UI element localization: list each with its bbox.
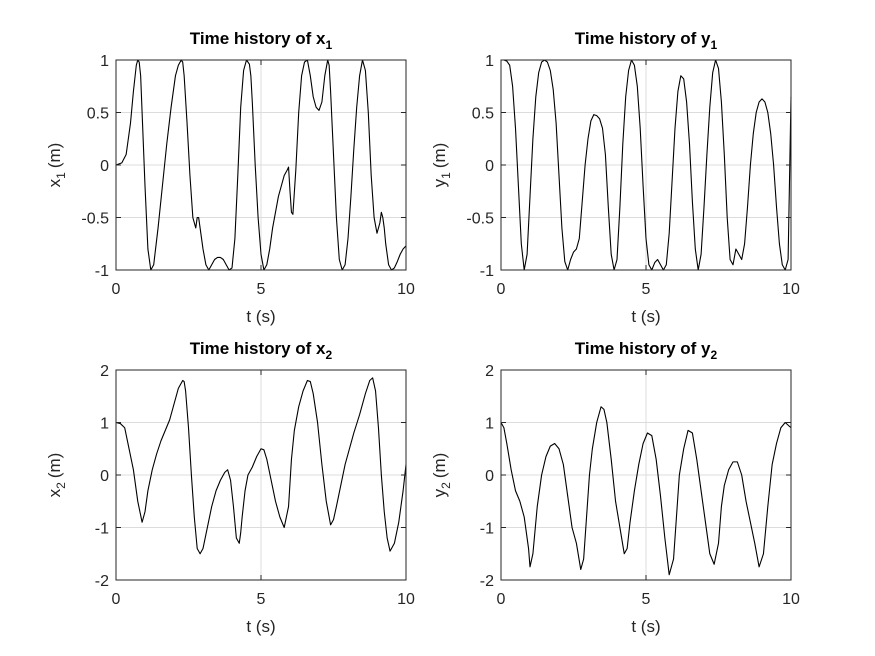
y-axis-label-unit: (m): [45, 453, 64, 478]
y-axis-label-unit: (m): [430, 143, 449, 168]
y-axis-label-var: y: [430, 178, 449, 187]
y-axis-label-subscript: 1: [54, 172, 68, 179]
x-tick-label: 0: [497, 281, 506, 298]
y-axis-label: x2 (m): [45, 453, 68, 498]
y-tick-label: 0: [100, 468, 109, 485]
y-axis-label-subscript: 2: [54, 482, 68, 489]
chart-title-subscript: 2: [711, 348, 718, 362]
y-tick-label: 1: [100, 53, 109, 70]
y-tick-label: -1: [95, 263, 109, 280]
x-tick-label: 10: [397, 281, 415, 298]
x-axis-label: t (s): [246, 617, 275, 636]
series-line: [501, 59, 792, 271]
chart-title: Time history of x1: [190, 29, 333, 52]
series-line: [115, 59, 407, 271]
y-tick-label: -1: [480, 263, 494, 280]
y-tick-label: 1: [485, 416, 494, 433]
y-tick-label: 0: [485, 468, 494, 485]
x-tick-label: 10: [397, 591, 415, 608]
y-tick-label: -1: [480, 521, 494, 538]
y-tick-label: -2: [95, 573, 109, 590]
x-tick-label: 0: [497, 591, 506, 608]
series-line: [500, 406, 792, 576]
x-tick-label: 10: [782, 591, 800, 608]
chart-title-text: Time history of x: [190, 339, 326, 358]
y-tick-label: 2: [100, 363, 109, 380]
y-tick-label: 2: [485, 363, 494, 380]
y-axis-label: x1 (m): [45, 143, 68, 188]
x-tick-label: 10: [782, 281, 800, 298]
y-axis-label-unit: (m): [430, 453, 449, 478]
y-axis-label: y2 (m): [430, 453, 453, 498]
chart-title-subscript: 1: [326, 38, 333, 52]
series-line: [115, 377, 407, 555]
y-axis-label-subscript: 2: [439, 482, 453, 489]
y-tick-label: 1: [485, 53, 494, 70]
y-axis-label-var: x: [45, 488, 64, 497]
y-tick-label: 0.5: [472, 106, 494, 123]
y-tick-label: -2: [480, 573, 494, 590]
x-tick-label: 5: [642, 591, 651, 608]
y-axis-label-var: x: [45, 178, 64, 187]
y-axis-label-subscript: 1: [439, 172, 453, 179]
y-tick-label: 0.5: [87, 106, 109, 123]
chart-title-text: Time history of x: [190, 29, 326, 48]
chart-title-subscript: 2: [326, 348, 333, 362]
x-tick-label: 5: [642, 281, 651, 298]
y-tick-label: 1: [100, 416, 109, 433]
x-axis-label: t (s): [631, 617, 660, 636]
x-axis-label: t (s): [631, 307, 660, 326]
chart-title-subscript: 1: [711, 38, 718, 52]
x-tick-label: 5: [257, 591, 266, 608]
chart-title-text: Time history of y: [575, 29, 711, 48]
chart-title: Time history of x2: [190, 339, 333, 362]
chart-title: Time history of y1: [575, 29, 718, 52]
y-tick-label: -1: [95, 521, 109, 538]
x-tick-label: 0: [112, 591, 121, 608]
x-axis-label: t (s): [246, 307, 275, 326]
chart-title: Time history of y2: [575, 339, 718, 362]
y-tick-label: 0: [485, 158, 494, 175]
y-axis-label: y1 (m): [430, 143, 453, 188]
y-axis-label-unit: (m): [45, 143, 64, 168]
x-tick-label: 5: [257, 281, 266, 298]
y-tick-label: 0: [100, 158, 109, 175]
chart-title-text: Time history of y: [575, 339, 711, 358]
y-axis-label-var: y: [430, 488, 449, 497]
y-tick-label: -0.5: [466, 211, 494, 228]
y-tick-label: -0.5: [81, 211, 109, 228]
x-tick-label: 0: [112, 281, 121, 298]
